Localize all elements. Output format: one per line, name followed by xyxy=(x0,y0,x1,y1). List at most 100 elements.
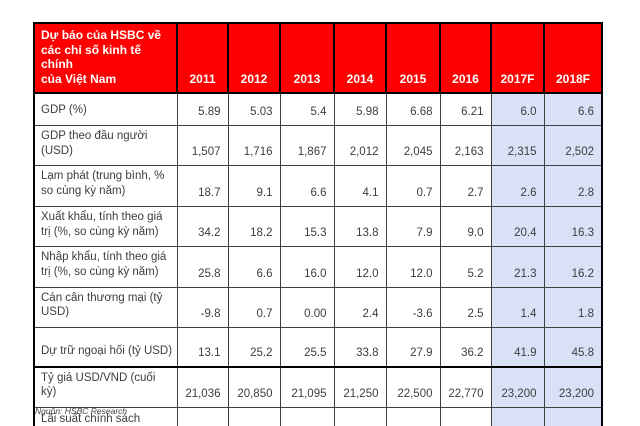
table-row: Lãi suất chính sách(OMO, cuối năm, %)147… xyxy=(33,407,603,426)
table-row: Dự trữ ngoại hối (tỷ USD) 13.1 25.2 25.5 33.… xyxy=(33,327,603,368)
row-label-line: Xuất khẩu, tính theo giá xyxy=(41,210,163,223)
cell-value: 2,045 xyxy=(385,124,441,167)
cell-value: 22,500 xyxy=(385,366,441,409)
forecast-table: Dự báo của HSBC về các chỉ số kinh tế chí… xyxy=(33,22,603,426)
table-title: Dự báo của HSBC về các chỉ số kinh tế chí… xyxy=(33,22,178,94)
cell-value: 5.4 xyxy=(279,92,335,126)
cell-value: 21,036 xyxy=(176,366,229,409)
cell-value: 2.8 xyxy=(543,165,603,207)
row-label-line: trị (%, so cùng kỳ năm) xyxy=(41,266,159,279)
cell-value: 21,095 xyxy=(279,366,335,409)
year-header-2018F: 2018F xyxy=(543,22,603,94)
cell-value: 1.8 xyxy=(543,286,603,329)
cell-value: 25.2 xyxy=(227,327,281,368)
row-label: GDP (%) xyxy=(33,92,178,126)
row-label: Lãi suất chính sách(OMO, cuối năm, %) xyxy=(33,407,178,426)
cell-value: 2,163 xyxy=(439,124,492,167)
year-header-row: Dự báo của HSBC về các chỉ số kinh tế chí… xyxy=(33,22,603,94)
year-header-2015: 2015 xyxy=(385,22,441,94)
cell-value: 2.6 xyxy=(490,165,545,207)
table-row: Lạm phát (trung bình, % so cùng kỳ năm) 18… xyxy=(33,165,603,207)
cell-value: -9.8 xyxy=(176,286,229,329)
cell-value: 41.9 xyxy=(490,327,545,368)
cell-value: 6.5 xyxy=(543,407,603,426)
year-header-2014: 2014 xyxy=(333,22,387,94)
table-title-line: các chỉ số kinh tế chính xyxy=(41,42,142,72)
year-header-2011: 2011 xyxy=(176,22,229,94)
table-row: GDP (%) 5.89 5.03 5.4 5.98 6.68 6.21 6.0 6.6 xyxy=(33,92,603,126)
cell-value: 5.98 xyxy=(333,92,387,126)
cell-value: 2.7 xyxy=(439,165,492,207)
cell-value: 0.00 xyxy=(279,286,335,329)
table-body: GDP (%) 5.89 5.03 5.4 5.98 6.68 6.21 6.0 6.6 GDP … xyxy=(33,92,603,426)
cell-value: 18.7 xyxy=(176,165,229,207)
year-header-2016: 2016 xyxy=(439,22,492,94)
cell-value: 1,716 xyxy=(227,124,281,167)
table-row: Tỷ giá USD/VND (cuối kỳ) 21,036 20,850 21,09… xyxy=(33,366,603,409)
row-label-line: Cán cân thương mại (tỷ xyxy=(41,291,163,304)
row-label: Tỷ giá USD/VND (cuối kỳ) xyxy=(33,366,178,409)
cell-value: 18.2 xyxy=(227,205,281,248)
table-title-line: của Việt Nam xyxy=(41,71,117,86)
cell-value: 25.8 xyxy=(176,246,229,288)
cell-value: 0.7 xyxy=(385,165,441,207)
row-label: GDP theo đầu người (USD) xyxy=(33,124,178,167)
cell-value: 5.5 xyxy=(279,407,335,426)
cell-value: 21.3 xyxy=(490,246,545,288)
cell-value: 2,502 xyxy=(543,124,603,167)
cell-value: 33.8 xyxy=(333,327,387,368)
cell-value: 9.0 xyxy=(439,205,492,248)
cell-value: 12.0 xyxy=(333,246,387,288)
cell-value: 5.89 xyxy=(176,92,229,126)
cell-value: 22,770 xyxy=(439,366,492,409)
row-label-line: trị (%, so cùng kỳ năm) xyxy=(41,225,159,238)
cell-value: 36.2 xyxy=(439,327,492,368)
cell-value: 6.5 xyxy=(333,407,387,426)
year-header-2013: 2013 xyxy=(279,22,335,94)
row-label: Cán cân thương mại (tỷ USD) xyxy=(33,286,178,329)
table-title-line: Dự báo của HSBC về xyxy=(41,28,162,42)
table-row: Nhập khẩu, tính theo giá trị (%, so cùng … xyxy=(33,246,603,288)
cell-value: 20.4 xyxy=(490,205,545,248)
row-label-line: Tỷ giá USD/VND (cuối xyxy=(41,371,156,384)
cell-value: 4.1 xyxy=(333,165,387,207)
cell-value: 14 xyxy=(176,407,229,426)
cell-value: 6.5 xyxy=(385,407,441,426)
table-row: Xuất khẩu, tính theo giá trị (%, so cùng … xyxy=(33,205,603,248)
cell-value: 1,507 xyxy=(176,124,229,167)
cell-value: 1,867 xyxy=(279,124,335,167)
table-row: Cán cân thương mại (tỷ USD) -9.8 0.7 0.00 2.4… xyxy=(33,286,603,329)
row-label: Lạm phát (trung bình, % so cùng kỳ năm) xyxy=(33,165,178,207)
year-header-2012: 2012 xyxy=(227,22,281,94)
year-header-2017F: 2017F xyxy=(490,22,545,94)
cell-value: 2.5 xyxy=(439,286,492,329)
row-label: Dự trữ ngoại hối (tỷ USD) xyxy=(33,327,178,368)
cell-value: 6.5 xyxy=(490,407,545,426)
cell-value: 16.0 xyxy=(279,246,335,288)
cell-value: 23,200 xyxy=(490,366,545,409)
cell-value: 20,850 xyxy=(227,366,281,409)
cell-value: 7 xyxy=(227,407,281,426)
cell-value: 34.2 xyxy=(176,205,229,248)
row-label-line: Dự trữ ngoại hối (tỷ USD) xyxy=(41,344,173,357)
row-label-line: (USD) xyxy=(41,144,73,157)
cell-value: 5.03 xyxy=(227,92,281,126)
row-label-line: Lãi suất chính sách xyxy=(41,413,141,426)
cell-value: 7.9 xyxy=(385,205,441,248)
row-label-line: so cùng kỳ năm) xyxy=(41,185,126,198)
cell-value: 2.4 xyxy=(333,286,387,329)
cell-value: 21,250 xyxy=(333,366,387,409)
cell-value: 16.3 xyxy=(543,205,603,248)
cell-value: 2,315 xyxy=(490,124,545,167)
cell-value: 25.5 xyxy=(279,327,335,368)
cell-value: 12.0 xyxy=(385,246,441,288)
row-label: Nhập khẩu, tính theo giá trị (%, so cùng … xyxy=(33,246,178,288)
cell-value: 9.1 xyxy=(227,165,281,207)
cell-value: 13.8 xyxy=(333,205,387,248)
cell-value: 45.8 xyxy=(543,327,603,368)
row-label-line: GDP theo đầu người xyxy=(41,130,148,142)
cell-value: 6.6 xyxy=(543,92,603,126)
cell-value: 2,012 xyxy=(333,124,387,167)
source-note: Nguồn: HSBC Research xyxy=(35,406,128,416)
